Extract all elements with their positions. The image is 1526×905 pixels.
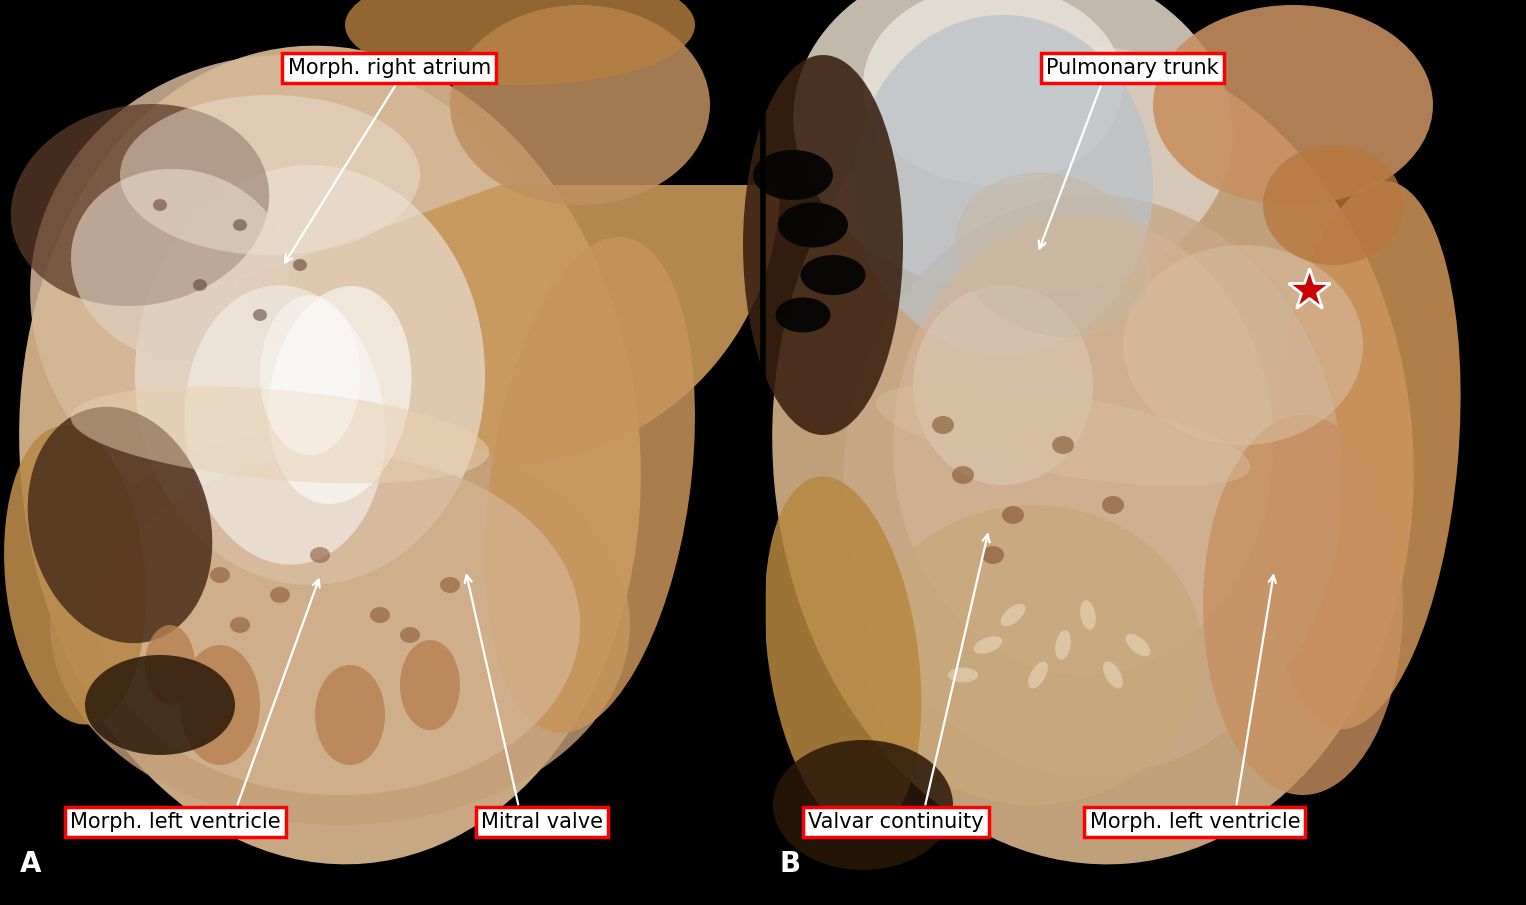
Text: Valvar continuity: Valvar continuity — [807, 812, 984, 832]
Ellipse shape — [913, 285, 1093, 485]
Ellipse shape — [269, 286, 412, 504]
Ellipse shape — [85, 655, 235, 755]
Ellipse shape — [876, 384, 1250, 486]
Ellipse shape — [1051, 436, 1074, 454]
Ellipse shape — [31, 55, 549, 535]
Ellipse shape — [772, 45, 1413, 864]
Ellipse shape — [864, 505, 1202, 805]
Ellipse shape — [485, 237, 694, 733]
Ellipse shape — [765, 476, 922, 834]
Ellipse shape — [185, 285, 386, 565]
Ellipse shape — [121, 95, 420, 255]
Ellipse shape — [1264, 145, 1402, 265]
Ellipse shape — [5, 425, 146, 725]
Ellipse shape — [153, 199, 166, 211]
Ellipse shape — [948, 668, 978, 682]
Ellipse shape — [1126, 634, 1151, 656]
Ellipse shape — [192, 279, 208, 291]
Ellipse shape — [230, 617, 250, 633]
Ellipse shape — [180, 645, 259, 765]
Text: Morph. right atrium: Morph. right atrium — [287, 58, 491, 78]
Ellipse shape — [1054, 630, 1071, 660]
Ellipse shape — [400, 640, 459, 730]
Ellipse shape — [101, 455, 580, 795]
Ellipse shape — [211, 567, 230, 583]
Ellipse shape — [400, 627, 420, 643]
Ellipse shape — [1029, 662, 1048, 689]
Ellipse shape — [842, 195, 1343, 775]
Ellipse shape — [801, 255, 865, 295]
Ellipse shape — [743, 55, 903, 435]
Ellipse shape — [893, 215, 1273, 675]
Ellipse shape — [314, 665, 385, 765]
Ellipse shape — [752, 150, 833, 200]
Ellipse shape — [853, 15, 1154, 355]
Wedge shape — [237, 185, 780, 465]
Ellipse shape — [20, 45, 641, 864]
Ellipse shape — [794, 0, 1233, 295]
Ellipse shape — [11, 104, 269, 306]
Ellipse shape — [1123, 245, 1363, 445]
Ellipse shape — [955, 173, 1151, 338]
Ellipse shape — [1102, 496, 1125, 514]
Ellipse shape — [233, 219, 247, 231]
Ellipse shape — [369, 607, 391, 623]
Ellipse shape — [439, 577, 459, 593]
Text: A: A — [20, 851, 41, 878]
Ellipse shape — [1003, 506, 1024, 524]
Ellipse shape — [270, 587, 290, 603]
Ellipse shape — [310, 547, 330, 563]
Text: Pulmonary trunk: Pulmonary trunk — [1045, 58, 1219, 78]
Text: B: B — [780, 851, 801, 878]
Text: Morph. left ventricle: Morph. left ventricle — [1090, 812, 1300, 832]
Ellipse shape — [1001, 604, 1025, 626]
Ellipse shape — [259, 295, 360, 455]
Ellipse shape — [145, 625, 195, 705]
Ellipse shape — [864, 0, 1123, 185]
Ellipse shape — [70, 169, 288, 361]
Text: Morph. left ventricle: Morph. left ventricle — [70, 812, 281, 832]
Ellipse shape — [253, 309, 267, 321]
Ellipse shape — [778, 203, 848, 247]
Ellipse shape — [450, 5, 710, 205]
Ellipse shape — [50, 425, 630, 825]
Ellipse shape — [1080, 600, 1096, 630]
Text: Mitral valve: Mitral valve — [481, 812, 603, 832]
Ellipse shape — [345, 0, 694, 85]
Ellipse shape — [134, 165, 485, 585]
Ellipse shape — [952, 466, 974, 484]
Ellipse shape — [27, 406, 212, 643]
Ellipse shape — [1202, 415, 1402, 795]
Ellipse shape — [1103, 662, 1123, 689]
Ellipse shape — [974, 636, 1003, 653]
Ellipse shape — [932, 416, 954, 434]
Ellipse shape — [774, 740, 954, 870]
Ellipse shape — [293, 259, 307, 271]
Ellipse shape — [1154, 5, 1433, 205]
Ellipse shape — [775, 298, 830, 332]
Ellipse shape — [1265, 181, 1460, 729]
Ellipse shape — [983, 546, 1004, 564]
Ellipse shape — [70, 386, 490, 483]
